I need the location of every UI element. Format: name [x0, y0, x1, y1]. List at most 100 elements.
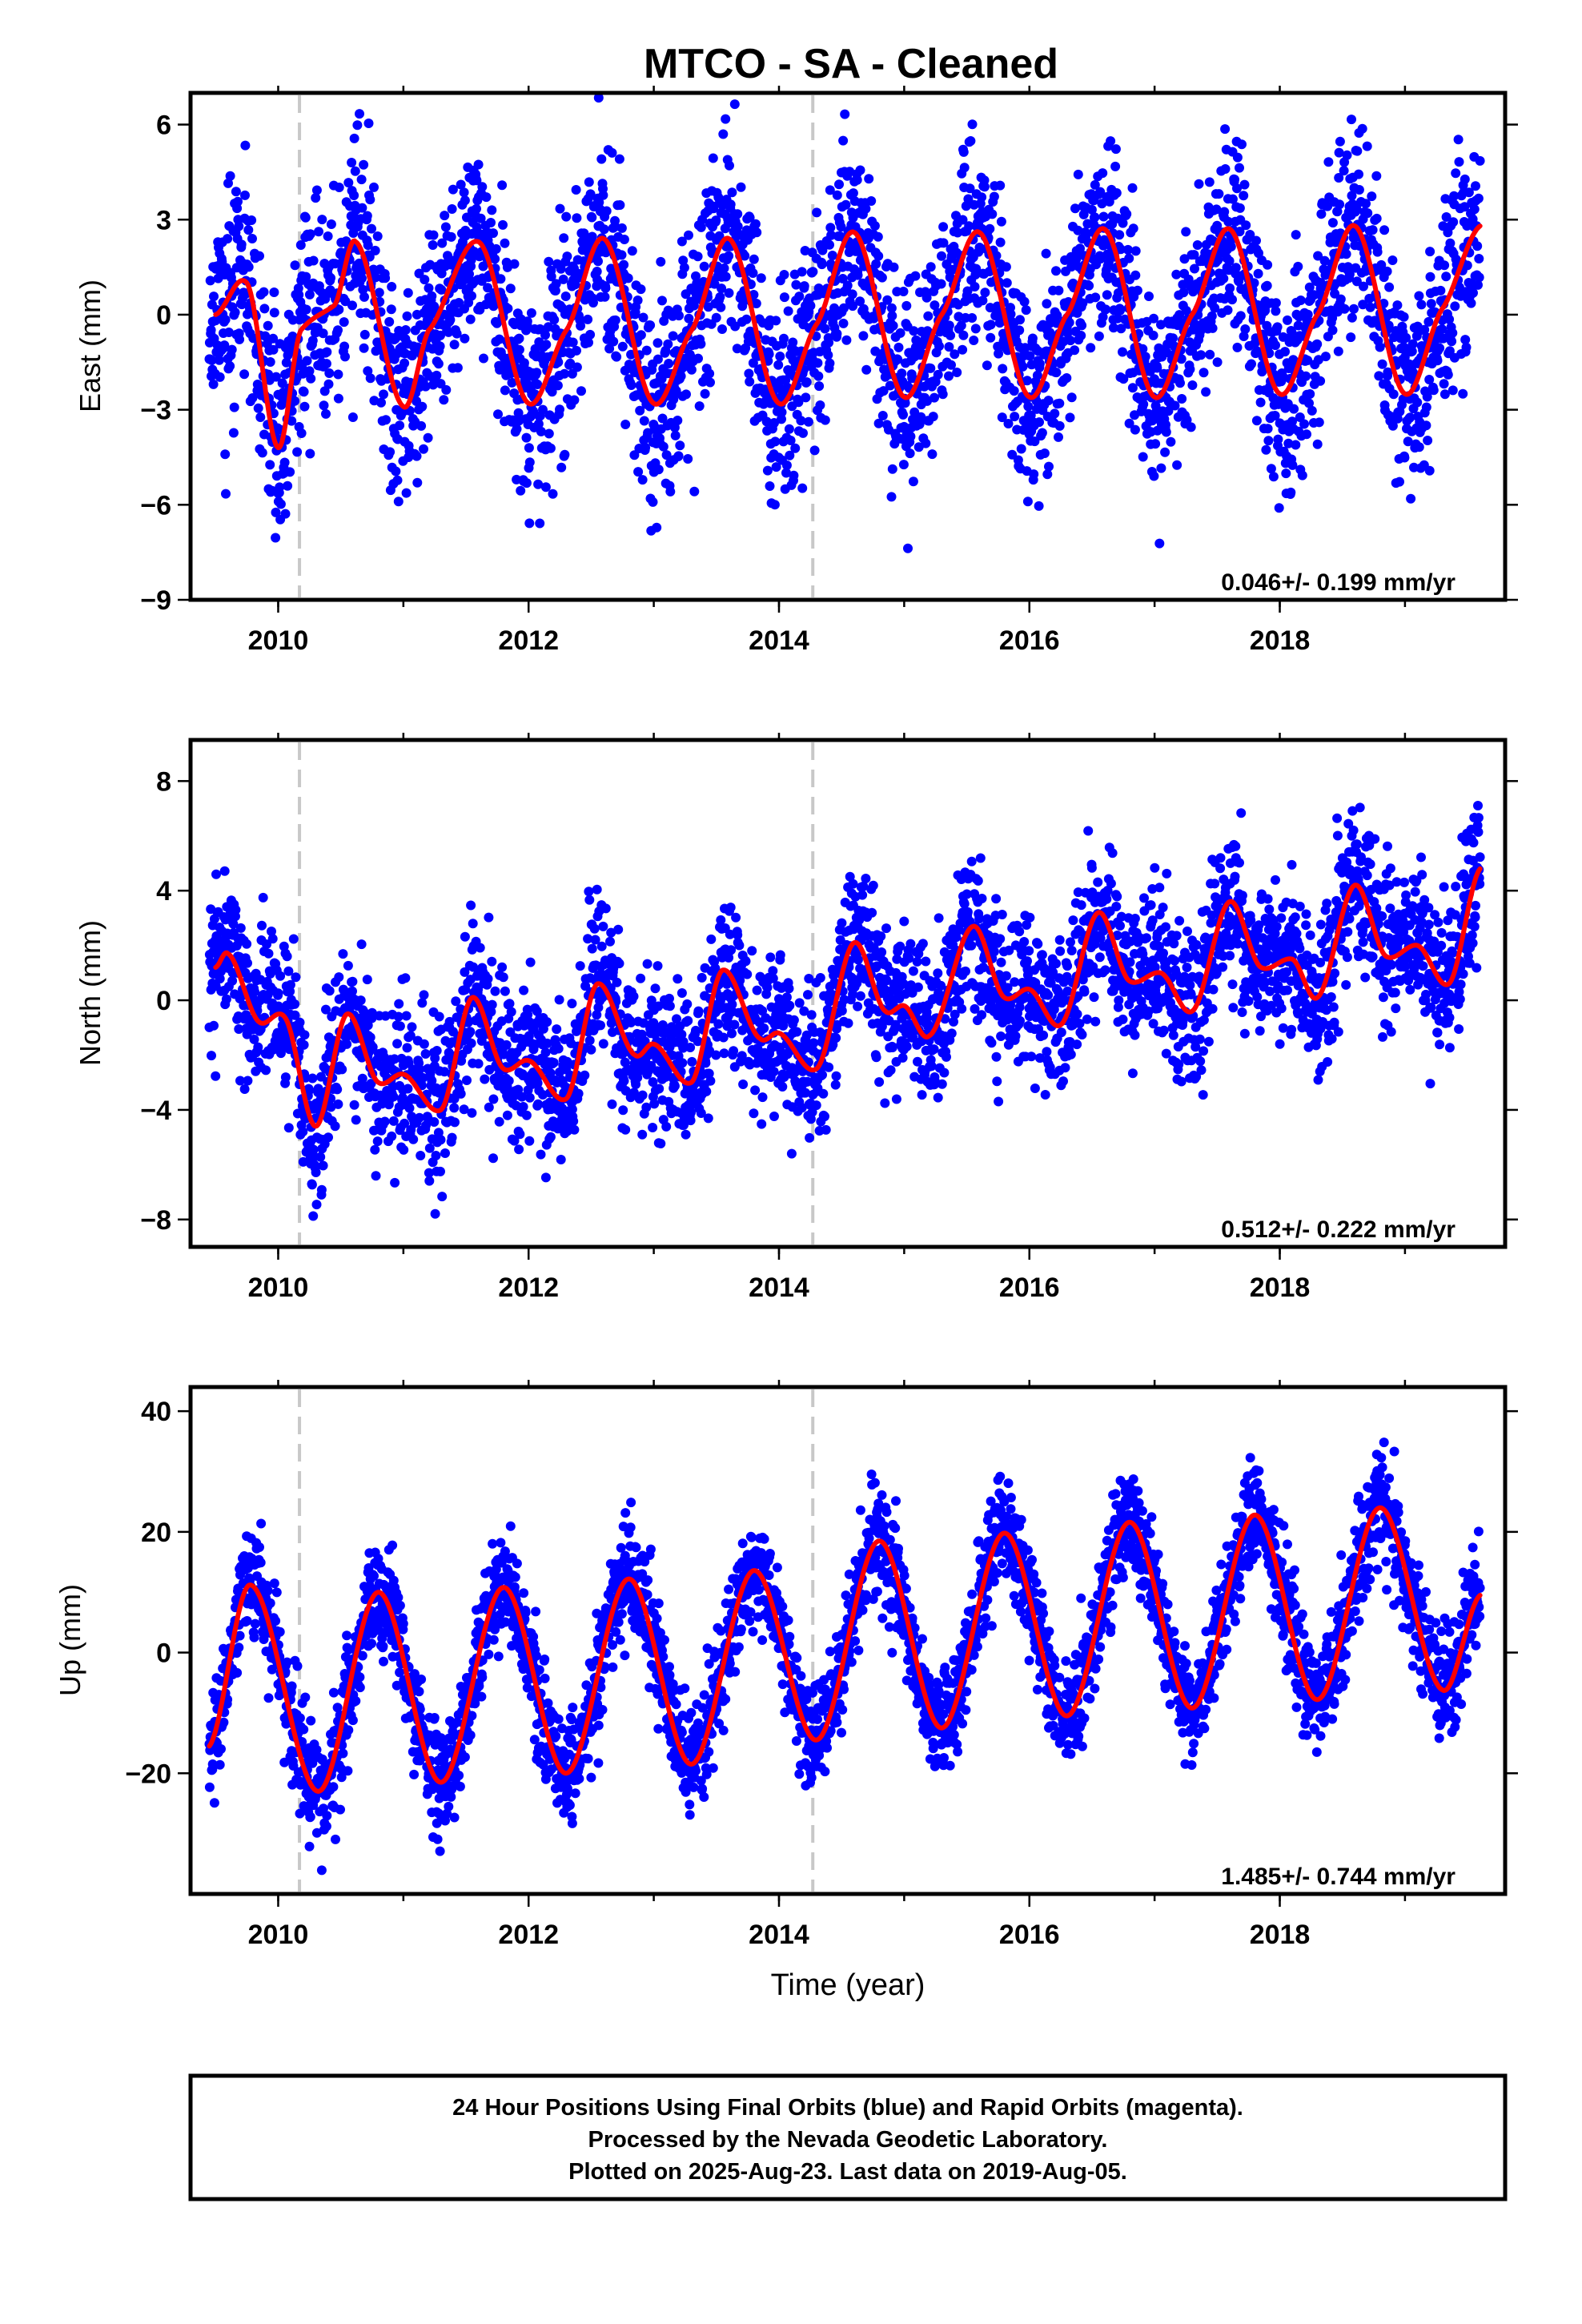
north-data-point: [540, 1172, 551, 1183]
east-data-point: [334, 183, 344, 192]
north-data-point: [401, 1011, 412, 1021]
east-data-point: [1127, 383, 1138, 393]
east-data-point: [985, 223, 995, 234]
east-data-point: [617, 341, 628, 352]
east-data-point: [724, 287, 734, 298]
east-data-point: [873, 418, 884, 428]
east-data-point: [1205, 349, 1215, 360]
north-data-point: [742, 969, 753, 979]
east-data-point: [302, 356, 312, 366]
north-data-point: [282, 951, 292, 962]
east-data-point: [1314, 417, 1324, 428]
east-data-point: [751, 299, 761, 308]
east-data-point: [1327, 325, 1338, 336]
east-data-point: [1454, 157, 1464, 167]
east-data-point: [268, 333, 279, 344]
east-data-point: [694, 401, 705, 412]
east-data-point: [1002, 278, 1012, 288]
east-data-point: [1471, 181, 1480, 191]
east-data-point: [922, 396, 932, 406]
north-data-point: [494, 1116, 504, 1127]
east-data-point: [1280, 347, 1290, 357]
east-data-point: [439, 395, 449, 405]
east-data-point: [866, 196, 877, 206]
east-data-point: [887, 464, 897, 474]
east-data-point: [958, 330, 969, 340]
east-data-point: [969, 336, 979, 345]
north-data-point: [370, 1144, 380, 1155]
east-data-point: [858, 331, 869, 341]
east-data-point: [1435, 285, 1446, 296]
east-data-point: [326, 219, 336, 229]
east-data-point: [1174, 310, 1185, 320]
north-data-point: [436, 1135, 446, 1145]
east-data-point: [668, 331, 678, 341]
east-data-point: [809, 445, 820, 456]
east-data-point: [359, 329, 370, 340]
north-data-point: [307, 1073, 318, 1084]
east-data-point: [1124, 253, 1134, 263]
east-data-point: [1054, 432, 1063, 442]
east-data-point: [556, 462, 567, 472]
east-data-point: [402, 311, 412, 321]
north-data-point: [637, 1129, 648, 1140]
east-data-point: [307, 336, 318, 346]
east-data-point: [1382, 266, 1392, 276]
east-data-point: [674, 311, 684, 321]
east-data-point: [437, 238, 448, 248]
east-data-point: [1190, 263, 1199, 274]
east-data-point: [1235, 227, 1245, 237]
east-data-point: [1030, 436, 1040, 447]
east-data-point: [699, 261, 709, 271]
east-data-point: [549, 315, 560, 325]
east-data-point: [620, 420, 631, 429]
east-data-point: [744, 368, 754, 379]
east-data-point: [532, 380, 543, 389]
east-data-point: [514, 344, 524, 355]
east-data-point: [610, 315, 620, 325]
east-data-point: [773, 360, 784, 370]
east-data-point: [1235, 163, 1244, 173]
east-data-point: [1138, 452, 1148, 462]
east-data-point: [736, 182, 746, 192]
east-data-point: [1425, 271, 1435, 282]
east-data-point: [994, 348, 1004, 359]
east-data-point: [852, 175, 862, 185]
east-data-point: [937, 251, 946, 261]
east-data-point: [592, 267, 602, 276]
east-data-point: [944, 342, 954, 352]
north-data-point: [487, 956, 497, 967]
east-data-point: [1110, 144, 1121, 155]
east-data-point: [798, 428, 808, 438]
east-data-point: [487, 205, 497, 215]
east-data-point: [770, 436, 781, 447]
north-data-point: [347, 976, 358, 987]
east-data-point: [1039, 448, 1050, 458]
north-data-point: [729, 1046, 739, 1056]
east-data-point: [944, 320, 954, 331]
east-data-point: [1051, 368, 1062, 378]
east-data-point: [616, 250, 627, 260]
north-data-point: [387, 1131, 397, 1141]
east-data-point: [496, 274, 506, 284]
east-data-point: [1130, 424, 1140, 435]
east-data-point: [1232, 342, 1243, 352]
east-data-point: [269, 287, 279, 297]
east-data-point: [1239, 332, 1249, 341]
north-data-point: [769, 1067, 779, 1076]
north-data-point: [333, 1099, 343, 1109]
east-data-point: [789, 470, 799, 480]
north-data-point: [488, 1153, 498, 1164]
east-data-point: [321, 408, 331, 419]
east-x-tick-label: 2012: [498, 625, 559, 656]
east-data-point: [1106, 136, 1116, 147]
east-data-point: [1223, 216, 1234, 227]
east-data-point: [352, 120, 363, 131]
east-data-point: [372, 231, 383, 241]
east-data-point: [727, 187, 737, 198]
east-data-point: [223, 234, 233, 244]
east-data-point: [820, 324, 830, 334]
east-data-point: [1102, 290, 1112, 300]
east-data-point: [486, 218, 496, 227]
